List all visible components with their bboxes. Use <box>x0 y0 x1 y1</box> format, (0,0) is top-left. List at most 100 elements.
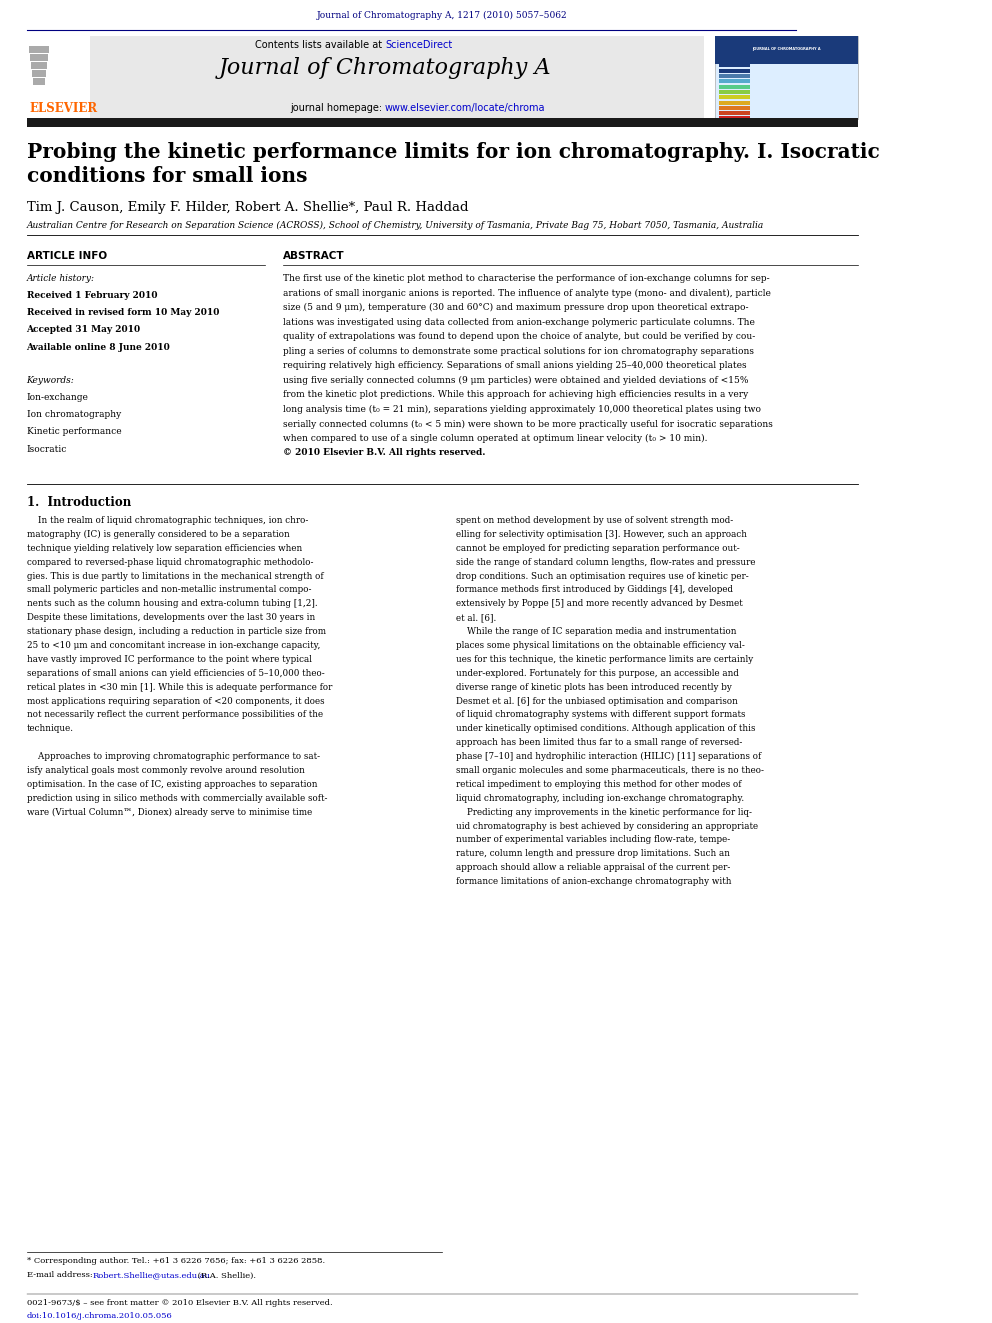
Text: places some physical limitations on the obtainable efficiency val-: places some physical limitations on the … <box>455 640 745 650</box>
Text: requiring relatively high efficiency. Separations of small anions yielding 25–40: requiring relatively high efficiency. Se… <box>283 361 747 370</box>
Text: Australian Centre for Research on Separation Science (ACROSS), School of Chemist: Australian Centre for Research on Separa… <box>27 221 764 230</box>
Text: ABSTRACT: ABSTRACT <box>283 251 345 262</box>
Text: small polymeric particles and non-metallic instrumental compo-: small polymeric particles and non-metall… <box>27 585 311 594</box>
Text: under kinetically optimised conditions. Although application of this: under kinetically optimised conditions. … <box>455 724 755 733</box>
Text: 25 to <10 μm and concomitant increase in ion-exchange capacity,: 25 to <10 μm and concomitant increase in… <box>27 640 320 650</box>
Text: approach has been limited thus far to a small range of reversed-: approach has been limited thus far to a … <box>455 738 742 747</box>
Text: Received 1 February 2010: Received 1 February 2010 <box>27 291 157 300</box>
Text: ELSEVIER: ELSEVIER <box>29 102 97 115</box>
Text: liquid chromatography, including ion-exchange chromatography.: liquid chromatography, including ion-exc… <box>455 794 744 803</box>
Text: Journal of Chromatography A: Journal of Chromatography A <box>218 57 552 79</box>
Text: uid chromatography is best achieved by considering an appropriate: uid chromatography is best achieved by c… <box>455 822 758 831</box>
FancyBboxPatch shape <box>33 78 45 85</box>
Text: from the kinetic plot predictions. While this approach for achieving high effici: from the kinetic plot predictions. While… <box>283 390 748 400</box>
Text: formance limitations of anion-exchange chromatography with: formance limitations of anion-exchange c… <box>455 877 731 886</box>
Text: (R.A. Shellie).: (R.A. Shellie). <box>194 1271 256 1279</box>
Text: size (5 and 9 μm), temperature (30 and 60°C) and maximum pressure drop upon theo: size (5 and 9 μm), temperature (30 and 6… <box>283 303 749 312</box>
Text: Received in revised form 10 May 2010: Received in revised form 10 May 2010 <box>27 308 219 318</box>
Text: serially connected columns (t₀ < 5 min) were shown to be more practically useful: serially connected columns (t₀ < 5 min) … <box>283 419 773 429</box>
Text: © 2010 Elsevier B.V. All rights reserved.: © 2010 Elsevier B.V. All rights reserved… <box>283 448 486 458</box>
Text: extensively by Poppe [5] and more recently advanced by Desmet: extensively by Poppe [5] and more recent… <box>455 599 743 609</box>
FancyBboxPatch shape <box>31 62 47 69</box>
Text: Kinetic performance: Kinetic performance <box>27 427 121 437</box>
Text: 0021-9673/$ – see front matter © 2010 Elsevier B.V. All rights reserved.: 0021-9673/$ – see front matter © 2010 El… <box>27 1299 332 1307</box>
Text: Keywords:: Keywords: <box>27 376 74 385</box>
Text: Robert.Shellie@utas.edu.au: Robert.Shellie@utas.edu.au <box>93 1271 211 1279</box>
Text: rature, column length and pressure drop limitations. Such an: rature, column length and pressure drop … <box>455 849 730 859</box>
Text: Accepted 31 May 2010: Accepted 31 May 2010 <box>27 325 141 335</box>
Text: pling a series of columns to demonstrate some practical solutions for ion chroma: pling a series of columns to demonstrate… <box>283 347 754 356</box>
Text: ScienceDirect: ScienceDirect <box>385 40 452 50</box>
Text: technique yielding relatively low separation efficiencies when: technique yielding relatively low separa… <box>27 544 302 553</box>
Text: elling for selectivity optimisation [3]. However, such an approach: elling for selectivity optimisation [3].… <box>455 529 747 538</box>
Text: formance methods first introduced by Giddings [4], developed: formance methods first introduced by Gid… <box>455 585 733 594</box>
Text: side the range of standard column lengths, flow-rates and pressure: side the range of standard column length… <box>455 557 755 566</box>
Text: nents such as the column housing and extra-column tubing [1,2].: nents such as the column housing and ext… <box>27 599 317 609</box>
Text: not necessarily reflect the current performance possibilities of the: not necessarily reflect the current perf… <box>27 710 322 720</box>
Text: Ion chromatography: Ion chromatography <box>27 410 121 419</box>
FancyBboxPatch shape <box>719 74 751 78</box>
Text: Despite these limitations, developments over the last 30 years in: Despite these limitations, developments … <box>27 613 314 622</box>
Text: retical plates in <30 min [1]. While this is adequate performance for: retical plates in <30 min [1]. While thi… <box>27 683 332 692</box>
Text: small organic molecules and some pharmaceuticals, there is no theo-: small organic molecules and some pharmac… <box>455 766 764 775</box>
FancyBboxPatch shape <box>719 69 751 73</box>
Text: Isocratic: Isocratic <box>27 445 66 454</box>
Text: ues for this technique, the kinetic performance limits are certainly: ues for this technique, the kinetic perf… <box>455 655 753 664</box>
Text: ware (Virtual Column™, Dionex) already serve to minimise time: ware (Virtual Column™, Dionex) already s… <box>27 807 311 816</box>
FancyBboxPatch shape <box>32 70 46 77</box>
Text: * Corresponding author. Tel.: +61 3 6226 7656; fax: +61 3 6226 2858.: * Corresponding author. Tel.: +61 3 6226… <box>27 1257 324 1265</box>
Text: Available online 8 June 2010: Available online 8 June 2010 <box>27 343 171 352</box>
Text: Probing the kinetic performance limits for ion chromatography. I. Isocratic
cond: Probing the kinetic performance limits f… <box>27 142 879 187</box>
Text: gies. This is due partly to limitations in the mechanical strength of: gies. This is due partly to limitations … <box>27 572 323 581</box>
Text: 1.  Introduction: 1. Introduction <box>27 496 131 509</box>
Text: technique.: technique. <box>27 724 73 733</box>
FancyBboxPatch shape <box>719 106 751 110</box>
FancyBboxPatch shape <box>719 95 751 99</box>
Text: drop conditions. Such an optimisation requires use of kinetic per-: drop conditions. Such an optimisation re… <box>455 572 749 581</box>
Text: ARTICLE INFO: ARTICLE INFO <box>27 251 107 262</box>
Text: JOURNAL OF CHROMATOGRAPHY A: JOURNAL OF CHROMATOGRAPHY A <box>753 46 821 52</box>
FancyBboxPatch shape <box>715 36 858 64</box>
Text: approach should allow a reliable appraisal of the current per-: approach should allow a reliable apprais… <box>455 863 730 872</box>
Text: Journal of Chromatography A, 1217 (2010) 5057–5062: Journal of Chromatography A, 1217 (2010)… <box>317 11 567 20</box>
Text: Approaches to improving chromatographic performance to sat-: Approaches to improving chromatographic … <box>27 751 319 761</box>
Text: doi:10.1016/j.chroma.2010.05.056: doi:10.1016/j.chroma.2010.05.056 <box>27 1312 173 1320</box>
Text: Desmet et al. [6] for the unbiased optimisation and comparison: Desmet et al. [6] for the unbiased optim… <box>455 696 738 705</box>
Text: Contents lists available at: Contents lists available at <box>255 40 385 50</box>
FancyBboxPatch shape <box>719 64 751 67</box>
Text: Article history:: Article history: <box>27 274 94 283</box>
Text: phase [7–10] and hydrophilic interaction (HILIC) [11] separations of: phase [7–10] and hydrophilic interaction… <box>455 751 761 761</box>
FancyBboxPatch shape <box>719 85 751 89</box>
Text: optimisation. In the case of IC, existing approaches to separation: optimisation. In the case of IC, existin… <box>27 779 317 789</box>
FancyBboxPatch shape <box>66 36 703 119</box>
Text: isfy analytical goals most commonly revolve around resolution: isfy analytical goals most commonly revo… <box>27 766 305 775</box>
Text: In the realm of liquid chromatographic techniques, ion chro-: In the realm of liquid chromatographic t… <box>27 516 308 525</box>
Text: diverse range of kinetic plots has been introduced recently by: diverse range of kinetic plots has been … <box>455 683 732 692</box>
Text: lations was investigated using data collected from anion-exchange polymeric part: lations was investigated using data coll… <box>283 318 755 327</box>
Text: spent on method development by use of solvent strength mod-: spent on method development by use of so… <box>455 516 733 525</box>
Text: arations of small inorganic anions is reported. The influence of analyte type (m: arations of small inorganic anions is re… <box>283 288 771 298</box>
FancyBboxPatch shape <box>27 36 90 122</box>
Text: E-mail address:: E-mail address: <box>27 1271 95 1279</box>
Text: of liquid chromatography systems with different support formats: of liquid chromatography systems with di… <box>455 710 745 720</box>
Text: have vastly improved IC performance to the point where typical: have vastly improved IC performance to t… <box>27 655 311 664</box>
Text: when compared to use of a single column operated at optimum linear velocity (t₀ : when compared to use of a single column … <box>283 434 707 443</box>
Text: www.elsevier.com/locate/chroma: www.elsevier.com/locate/chroma <box>385 103 546 114</box>
Text: While the range of IC separation media and instrumentation: While the range of IC separation media a… <box>455 627 736 636</box>
Text: long analysis time (t₀ = 21 min), separations yielding approximately 10,000 theo: long analysis time (t₀ = 21 min), separa… <box>283 405 761 414</box>
Text: Ion-exchange: Ion-exchange <box>27 393 88 402</box>
FancyBboxPatch shape <box>27 118 858 127</box>
FancyBboxPatch shape <box>29 46 49 53</box>
Text: using five serially connected columns (9 μm particles) were obtained and yielded: using five serially connected columns (9… <box>283 376 749 385</box>
Text: prediction using in silico methods with commercially available soft-: prediction using in silico methods with … <box>27 794 327 803</box>
Text: et al. [6].: et al. [6]. <box>455 613 496 622</box>
Text: retical impediment to employing this method for other modes of: retical impediment to employing this met… <box>455 779 741 789</box>
Text: compared to reversed-phase liquid chromatographic methodolo-: compared to reversed-phase liquid chroma… <box>27 557 313 566</box>
FancyBboxPatch shape <box>719 116 751 120</box>
Text: cannot be employed for predicting separation performance out-: cannot be employed for predicting separa… <box>455 544 739 553</box>
Text: The first use of the kinetic plot method to characterise the performance of ion-: The first use of the kinetic plot method… <box>283 274 770 283</box>
Text: journal homepage:: journal homepage: <box>290 103 385 114</box>
Text: separations of small anions can yield efficiencies of 5–10,000 theo-: separations of small anions can yield ef… <box>27 668 324 677</box>
FancyBboxPatch shape <box>719 101 751 105</box>
Text: under-explored. Fortunately for this purpose, an accessible and: under-explored. Fortunately for this pur… <box>455 668 739 677</box>
